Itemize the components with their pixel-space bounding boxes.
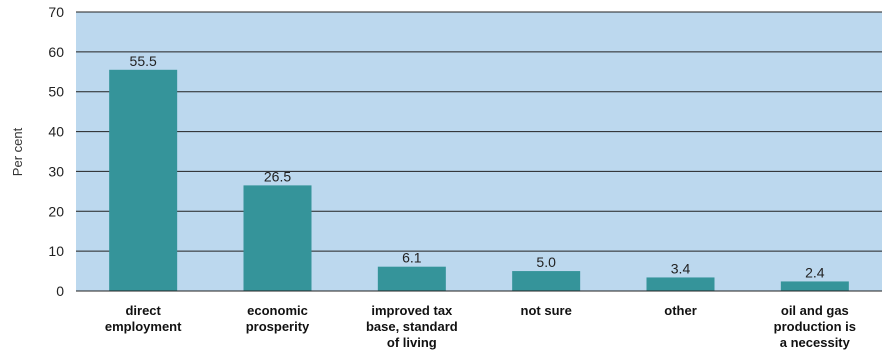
category-label: other <box>664 303 697 318</box>
bar <box>512 271 581 291</box>
bar <box>109 69 178 292</box>
bar-value-label: 55.5 <box>130 53 157 69</box>
bar <box>243 185 312 291</box>
bar <box>780 281 849 291</box>
plot-area: 55.5 26.5 6.1 5.0 3.4 2.4 <box>76 11 882 292</box>
bar-value-label: 5.0 <box>536 254 556 270</box>
bars: 55.5 26.5 6.1 5.0 3.4 2.4 <box>109 53 849 292</box>
y-tick-label: 50 <box>48 84 64 100</box>
bar <box>377 266 446 291</box>
y-tick-label: 40 <box>48 124 64 140</box>
bar <box>646 277 715 291</box>
category-label: direct employment <box>105 303 182 334</box>
bar-value-label: 26.5 <box>264 168 291 184</box>
y-tick-label: 10 <box>48 243 64 259</box>
y-axis-ticks: 0 10 20 30 40 50 60 70 <box>48 4 64 299</box>
y-tick-label: 20 <box>48 203 64 219</box>
category-label: not sure <box>521 303 572 318</box>
category-label: improved tax base, standard of living <box>366 303 458 350</box>
y-tick-label: 60 <box>48 44 64 60</box>
plot-background <box>76 12 882 291</box>
bar-value-label: 2.4 <box>805 264 825 280</box>
y-tick-label: 30 <box>48 163 64 179</box>
category-label: economic prosperity <box>246 303 310 334</box>
bar-value-label: 6.1 <box>402 250 422 266</box>
gridlines <box>76 11 882 252</box>
y-tick-label: 0 <box>56 283 64 299</box>
y-axis-label: Per cent <box>10 127 25 176</box>
x-axis-category-labels: direct employment economic prosperity improv… <box>105 303 856 350</box>
y-tick-label: 70 <box>48 4 64 20</box>
category-label: oil and gas production is a necessity <box>774 303 856 350</box>
bar-value-label: 3.4 <box>671 260 691 276</box>
